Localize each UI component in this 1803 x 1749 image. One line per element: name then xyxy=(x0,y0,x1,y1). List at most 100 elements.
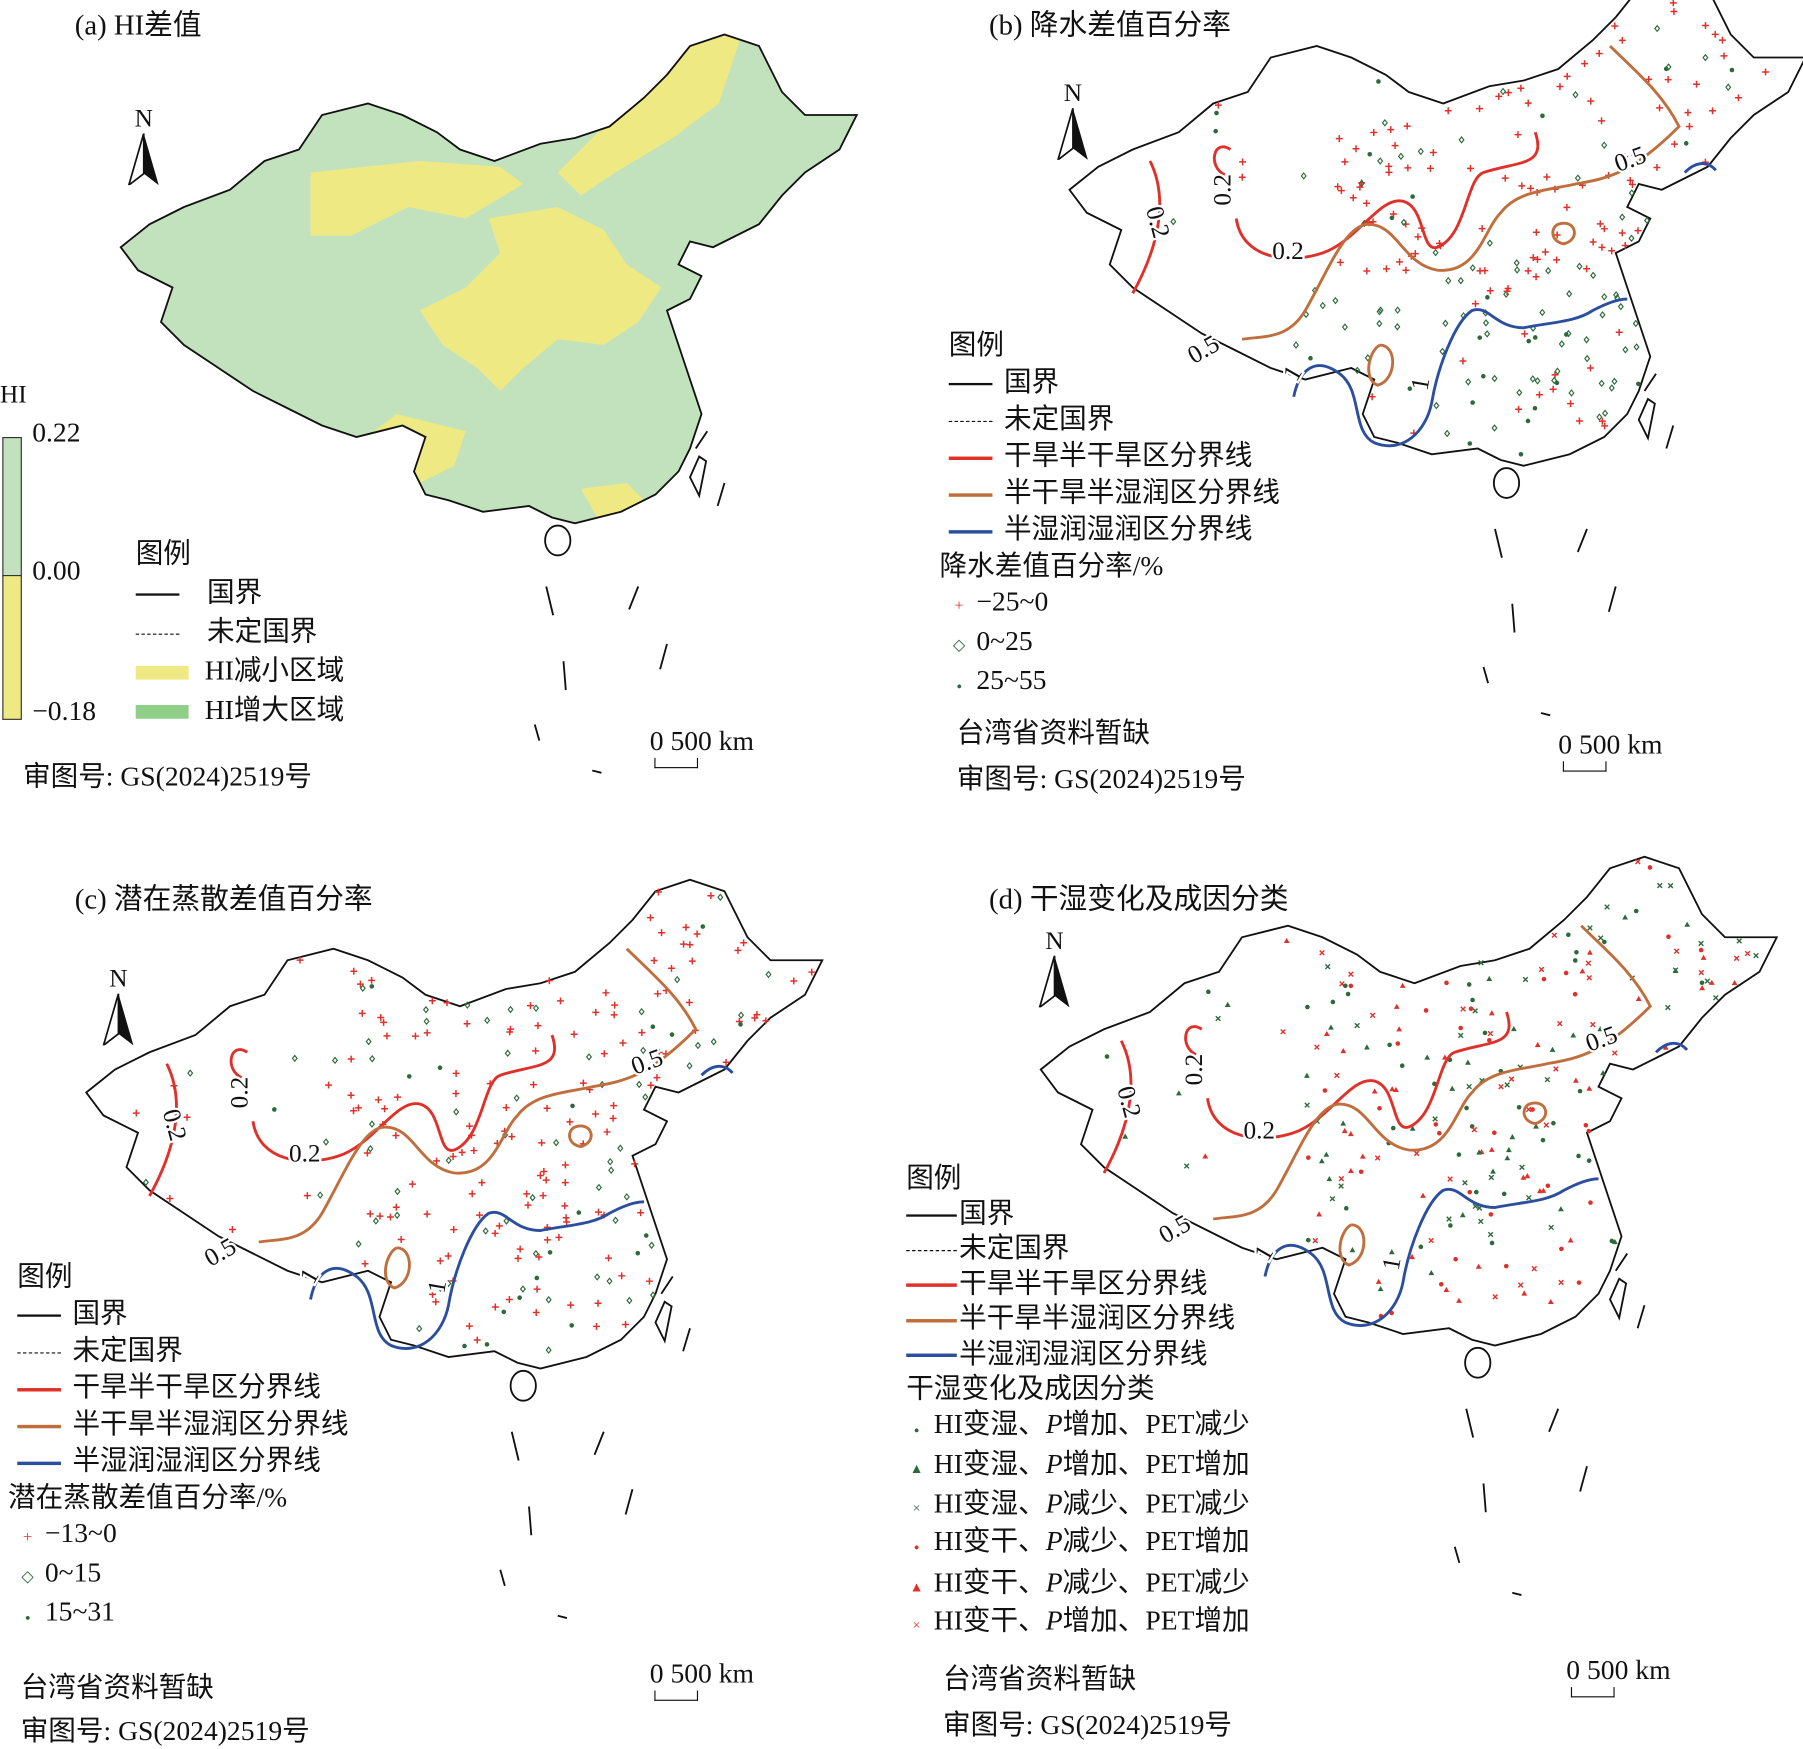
plus-marker xyxy=(1556,83,1564,90)
arid-boundary-line xyxy=(1102,1040,1133,1174)
diamond-marker xyxy=(1584,354,1591,363)
triangle-marker xyxy=(1328,1024,1334,1030)
cross-marker xyxy=(1215,1015,1221,1022)
review-number: 审图号: GS(2024)2519号 xyxy=(20,1716,310,1747)
cross-marker xyxy=(1312,1237,1319,1244)
dot-marker xyxy=(1367,151,1373,157)
plus-marker xyxy=(543,1104,551,1112)
panel-a-title: (a) HI差值 xyxy=(74,10,202,42)
plus-marker xyxy=(508,1133,516,1141)
diamond-marker xyxy=(1633,343,1640,351)
dot-marker xyxy=(1322,1088,1328,1093)
plus-marker xyxy=(449,1153,457,1160)
dot-marker xyxy=(1518,452,1524,457)
class-label: −13~0 xyxy=(44,1519,117,1550)
plus-marker xyxy=(397,1236,405,1243)
dot-marker xyxy=(1563,970,1569,976)
diamond-marker xyxy=(1619,213,1626,221)
triangle-marker xyxy=(1375,1278,1382,1284)
cross-marker xyxy=(1466,1083,1472,1090)
triangle-marker xyxy=(1348,1167,1354,1174)
dot-marker xyxy=(576,1210,582,1215)
plus-marker xyxy=(533,1285,541,1293)
cross-marker xyxy=(1519,1164,1525,1171)
plus-marker xyxy=(1549,385,1557,393)
semiarid-boundary-line xyxy=(1213,924,1652,1221)
triangle-marker xyxy=(1635,995,1642,1002)
plus-marker xyxy=(466,1122,473,1130)
diamond-marker xyxy=(394,1187,401,1196)
triangle-marker xyxy=(1443,1286,1450,1293)
dot-marker xyxy=(1482,1030,1488,1036)
plus-marker xyxy=(557,997,564,1005)
plus-marker xyxy=(1563,72,1571,80)
diamond-marker xyxy=(1469,264,1476,272)
triangle-marker xyxy=(1684,921,1691,927)
class-label-prefix: HI变湿、 xyxy=(933,1409,1046,1440)
diamond-marker xyxy=(1445,276,1452,285)
dot-marker xyxy=(1576,1153,1581,1159)
plus-marker xyxy=(1352,145,1360,153)
plus-marker xyxy=(1653,164,1661,171)
plus-marker xyxy=(433,1157,441,1165)
review-number: 审图号: GS(2024)2519号 xyxy=(956,764,1246,795)
triangle-marker xyxy=(1600,1070,1606,1076)
plus-marker xyxy=(570,1030,578,1038)
plus-marker xyxy=(1587,97,1595,105)
cross-marker xyxy=(1413,1150,1420,1157)
plus-marker xyxy=(618,1272,626,1280)
legend-border: 国界 xyxy=(959,1198,1015,1229)
plus-marker xyxy=(502,1104,510,1112)
north-arrow-icon: N xyxy=(127,104,162,191)
plus-marker xyxy=(473,1336,481,1344)
diamond-marker xyxy=(1341,323,1348,331)
dot-marker xyxy=(1566,932,1571,938)
diamond-marker xyxy=(1566,290,1573,298)
plus-marker xyxy=(543,1236,551,1244)
dot-marker xyxy=(1503,1263,1509,1269)
plus-marker-icon: + xyxy=(23,1529,33,1547)
triangle-marker xyxy=(1359,1153,1366,1159)
diamond-marker xyxy=(317,1191,324,1199)
plus-marker xyxy=(555,1233,563,1241)
dot-marker xyxy=(1532,405,1538,411)
plus-marker xyxy=(423,1029,431,1037)
subhumid-boundary-line xyxy=(309,1200,645,1350)
dot-marker xyxy=(1343,983,1348,989)
plus-marker xyxy=(452,1090,460,1097)
arid-boundary-line xyxy=(1234,131,1540,260)
dot-marker xyxy=(1358,1169,1364,1175)
plus-marker xyxy=(592,1008,600,1016)
cross-marker xyxy=(1672,967,1679,973)
plus-marker xyxy=(1382,265,1390,273)
diamond-marker xyxy=(1632,319,1639,328)
triangle-marker xyxy=(1122,1133,1129,1139)
semiarid-boundary-line xyxy=(568,1124,593,1149)
diamond-marker xyxy=(1514,266,1521,274)
plus-marker xyxy=(722,1058,730,1066)
plus-marker xyxy=(619,1039,627,1047)
cross-marker xyxy=(1733,955,1740,962)
panel-c-map: 0.20.20.20.51 10.5 xyxy=(85,878,824,1619)
plus-marker xyxy=(432,1298,440,1306)
dot-marker xyxy=(1470,400,1475,405)
plus-marker xyxy=(650,957,658,964)
plus-marker xyxy=(478,1179,486,1187)
triangle-marker xyxy=(1428,1270,1435,1276)
cross-marker xyxy=(1713,994,1719,1001)
scale-bar-icon: 0 500 km xyxy=(1566,1656,1671,1698)
plus-marker xyxy=(1587,364,1594,372)
plus-marker xyxy=(1476,105,1483,113)
class-label-p: P xyxy=(1045,1450,1063,1481)
plus-marker xyxy=(132,1109,140,1117)
plus-marker xyxy=(429,1290,436,1298)
plus-marker xyxy=(1595,49,1603,57)
diamond-marker xyxy=(1608,384,1615,392)
diamond-marker xyxy=(1354,366,1361,375)
dot-marker xyxy=(1516,1105,1522,1110)
cross-marker xyxy=(1587,925,1593,931)
plus-marker xyxy=(381,1105,389,1113)
dot-marker xyxy=(1456,1152,1462,1157)
contour-label: 0.2 xyxy=(1243,1117,1275,1145)
plus-marker xyxy=(532,1309,540,1316)
